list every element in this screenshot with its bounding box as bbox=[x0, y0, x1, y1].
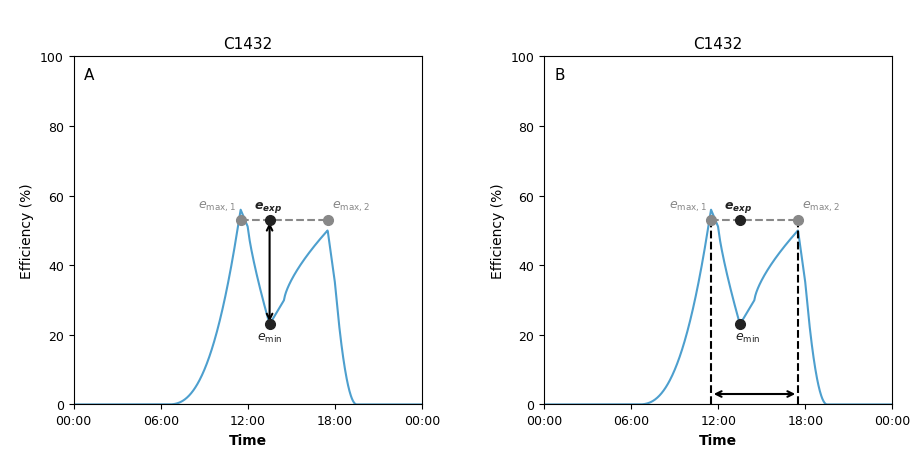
Text: $\boldsymbol{e}_{\boldsymbol{exp}}$: $\boldsymbol{e}_{\boldsymbol{exp}}$ bbox=[723, 199, 752, 214]
Y-axis label: Efficiency (%): Efficiency (%) bbox=[491, 183, 505, 278]
Text: A: A bbox=[84, 68, 95, 82]
Text: $e_{\mathrm{max,1}}$: $e_{\mathrm{max,1}}$ bbox=[668, 199, 706, 213]
Text: $e_{\mathrm{max,2}}$: $e_{\mathrm{max,2}}$ bbox=[332, 199, 369, 213]
Text: $e_{\mathrm{min}}$: $e_{\mathrm{min}}$ bbox=[256, 331, 282, 345]
Text: $e_{\mathrm{min}}$: $e_{\mathrm{min}}$ bbox=[733, 331, 759, 345]
Title: C1432: C1432 bbox=[693, 37, 742, 52]
Title: C1432: C1432 bbox=[223, 37, 272, 52]
Text: B: B bbox=[554, 68, 564, 82]
Text: $\boldsymbol{e}_{\boldsymbol{exp}}$: $\boldsymbol{e}_{\boldsymbol{exp}}$ bbox=[254, 199, 282, 214]
Text: $e_{\mathrm{max,1}}$: $e_{\mathrm{max,1}}$ bbox=[198, 199, 236, 213]
Y-axis label: Efficiency (%): Efficiency (%) bbox=[20, 183, 34, 278]
Text: $e_{\mathrm{max,2}}$: $e_{\mathrm{max,2}}$ bbox=[801, 199, 839, 213]
X-axis label: Time: Time bbox=[698, 433, 736, 447]
X-axis label: Time: Time bbox=[229, 433, 267, 447]
